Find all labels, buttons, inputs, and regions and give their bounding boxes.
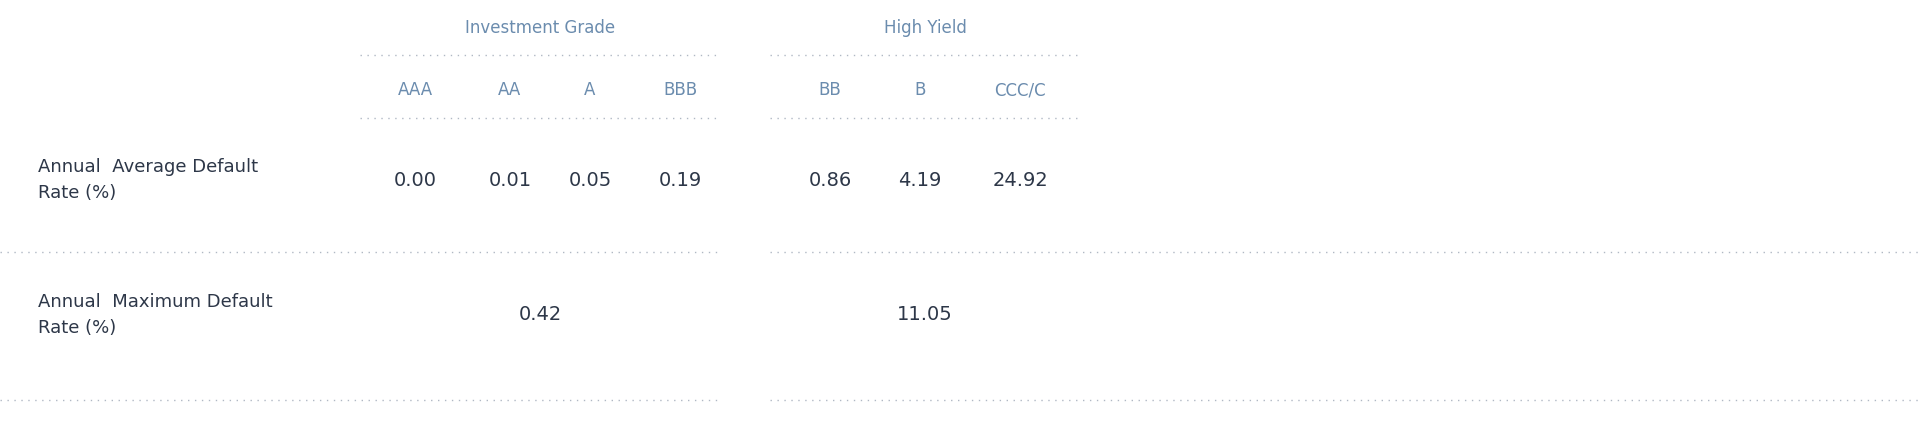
Text: 4.19: 4.19 — [899, 170, 941, 190]
Text: High Yield: High Yield — [883, 19, 966, 37]
Text: A: A — [584, 81, 595, 99]
Text: 0.42: 0.42 — [518, 306, 563, 325]
Text: B: B — [914, 81, 925, 99]
Text: Investment Grade: Investment Grade — [465, 19, 614, 37]
Text: 0.19: 0.19 — [659, 170, 701, 190]
Text: AAA: AAA — [397, 81, 432, 99]
Text: 0.05: 0.05 — [568, 170, 612, 190]
Text: BB: BB — [818, 81, 841, 99]
Text: 24.92: 24.92 — [993, 170, 1048, 190]
Text: 11.05: 11.05 — [897, 306, 952, 325]
Text: Annual  Average Default
Rate (%): Annual Average Default Rate (%) — [38, 158, 257, 202]
Text: 0.01: 0.01 — [488, 170, 532, 190]
Text: 0.00: 0.00 — [394, 170, 436, 190]
Text: CCC/C: CCC/C — [995, 81, 1046, 99]
Text: 0.86: 0.86 — [808, 170, 852, 190]
Text: Annual  Maximum Default
Rate (%): Annual Maximum Default Rate (%) — [38, 293, 273, 337]
Text: AA: AA — [499, 81, 522, 99]
Text: BBB: BBB — [662, 81, 697, 99]
